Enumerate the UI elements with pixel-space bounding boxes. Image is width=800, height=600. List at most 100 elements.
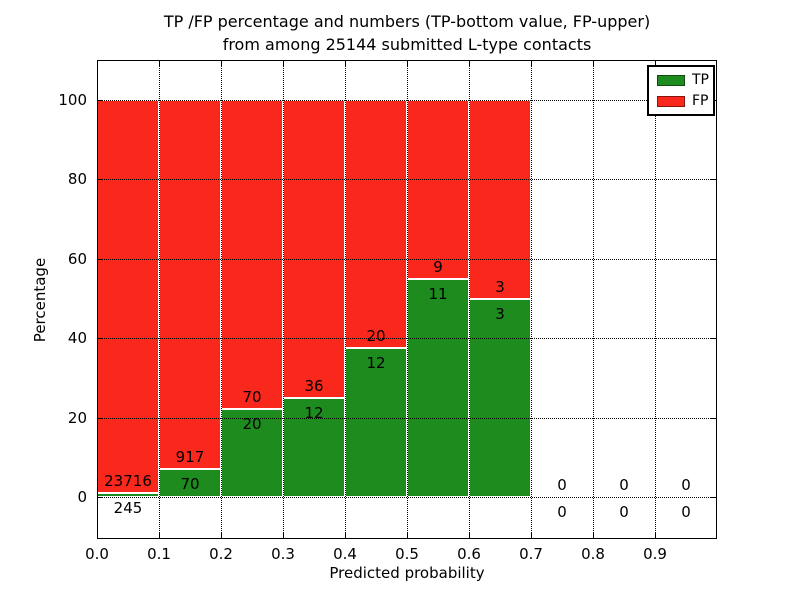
tick-mark <box>97 258 103 260</box>
tick-mark <box>407 60 408 66</box>
tick-mark <box>283 533 284 539</box>
x-tick-label: 0.3 <box>271 545 295 563</box>
tick-mark <box>531 60 532 66</box>
y-tick-label: 40 <box>67 329 87 348</box>
gridline-v <box>221 60 222 539</box>
tick-mark <box>710 497 716 498</box>
bar-count-label-fp: 23716 <box>104 471 152 490</box>
tick-mark <box>159 533 160 539</box>
tick-mark <box>97 179 103 181</box>
gridline-v <box>531 60 532 539</box>
tick-mark <box>97 338 103 340</box>
bar-segment-fp <box>469 100 531 299</box>
tick-mark <box>97 533 98 539</box>
tick-mark <box>710 258 716 260</box>
x-tick-label: 0.8 <box>581 545 605 563</box>
bar-count-label-tp: 11 <box>428 284 448 303</box>
bar-segment-tp <box>469 298 531 497</box>
gridline-v <box>655 60 656 539</box>
chart-title-line2: from among 25144 submitted L-type contac… <box>222 35 592 54</box>
legend-label-fp: FP <box>692 93 709 109</box>
tick-mark <box>469 533 470 539</box>
bar-count-label-tp: 20 <box>242 414 262 433</box>
legend-item-tp: TP <box>657 73 713 87</box>
bar-segment-fp <box>283 100 345 398</box>
bar-count-label-fp: 0 <box>557 476 567 494</box>
y-tick-label: 80 <box>67 170 87 189</box>
bar-segment-fp <box>407 100 469 279</box>
bar-count-label-fp: 9 <box>433 257 443 276</box>
x-tick-label: 0.9 <box>643 545 667 563</box>
x-tick-label: 0.2 <box>209 545 233 563</box>
legend-swatch-fp-icon <box>657 95 685 107</box>
legend: TP FP <box>647 65 715 116</box>
tick-mark <box>221 533 222 539</box>
bar-count-label-tp: 3 <box>495 304 505 323</box>
bar-count-label-fp: 3 <box>495 277 505 296</box>
x-tick-label: 0.7 <box>519 545 543 563</box>
tick-mark <box>593 533 594 539</box>
gridline-v <box>283 60 284 539</box>
x-tick-label: 0.0 <box>85 545 109 563</box>
x-tick-label: 0.5 <box>395 545 419 563</box>
bar-count-label-tp: 70 <box>180 474 200 493</box>
gridline-v <box>407 60 408 539</box>
tick-mark <box>97 497 103 498</box>
tick-mark <box>655 533 656 539</box>
bar-segment-fp <box>159 100 221 469</box>
tick-mark <box>345 533 346 539</box>
x-axis-label: Predicted probability <box>329 564 485 582</box>
gridline-v <box>469 60 470 539</box>
bar-segment-tp <box>283 397 345 497</box>
bar-count-label-tp: 0 <box>619 503 629 521</box>
bar-count-label-tp: 0 <box>681 503 691 521</box>
bar-count-label-tp: 12 <box>366 354 386 373</box>
tick-mark <box>345 60 346 66</box>
bar-count-label-fp: 70 <box>242 387 262 406</box>
bar-segment-fp <box>97 100 159 493</box>
x-tick-label: 0.4 <box>333 545 357 563</box>
bar-count-label-tp: 12 <box>304 403 324 422</box>
bar-count-label-fp: 0 <box>619 476 629 494</box>
tick-mark <box>283 60 284 66</box>
tick-mark <box>159 60 160 66</box>
x-tick-label: 0.1 <box>147 545 171 563</box>
bar-segment-fp <box>345 100 407 349</box>
bar-count-label-tp: 0 <box>557 503 567 521</box>
gridline-v <box>345 60 346 539</box>
gridline-v <box>159 60 160 539</box>
tick-mark <box>221 60 222 66</box>
bar-count-label-fp: 36 <box>304 376 324 395</box>
tick-mark <box>710 417 716 419</box>
bar-count-label-fp: 917 <box>175 447 205 466</box>
tick-mark <box>97 417 103 419</box>
gridline-v <box>593 60 594 539</box>
tick-mark <box>97 100 103 101</box>
bar-segment-tp <box>407 278 469 497</box>
bar-segment-tp <box>159 468 221 497</box>
tick-mark <box>593 60 594 66</box>
y-tick-label: 60 <box>67 249 87 268</box>
bar-segment-tp <box>221 408 283 497</box>
bar-count-label-fp: 20 <box>366 327 386 346</box>
x-tick-label: 0.6 <box>457 545 481 563</box>
chart-title-line1: TP /FP percentage and numbers (TP-bottom… <box>163 12 651 31</box>
bar-count-label-tp: 245 <box>113 498 143 517</box>
bar-count-label-fp: 0 <box>681 476 691 494</box>
tick-mark <box>97 60 98 66</box>
legend-item-fp: FP <box>657 94 713 108</box>
chart-title: TP /FP percentage and numbers (TP-bottom… <box>97 10 717 56</box>
tick-mark <box>531 533 532 539</box>
legend-swatch-tp-icon <box>657 74 685 86</box>
tick-mark <box>407 533 408 539</box>
bar-segment-fp <box>221 100 283 409</box>
y-tick-label: 20 <box>67 408 87 427</box>
legend-label-tp: TP <box>692 72 709 88</box>
y-tick-label: 100 <box>58 91 87 109</box>
y-tick-label: 0 <box>77 488 87 506</box>
tick-mark <box>655 60 656 66</box>
tick-mark <box>710 179 716 181</box>
tick-mark <box>710 338 716 340</box>
tick-mark <box>469 60 470 66</box>
